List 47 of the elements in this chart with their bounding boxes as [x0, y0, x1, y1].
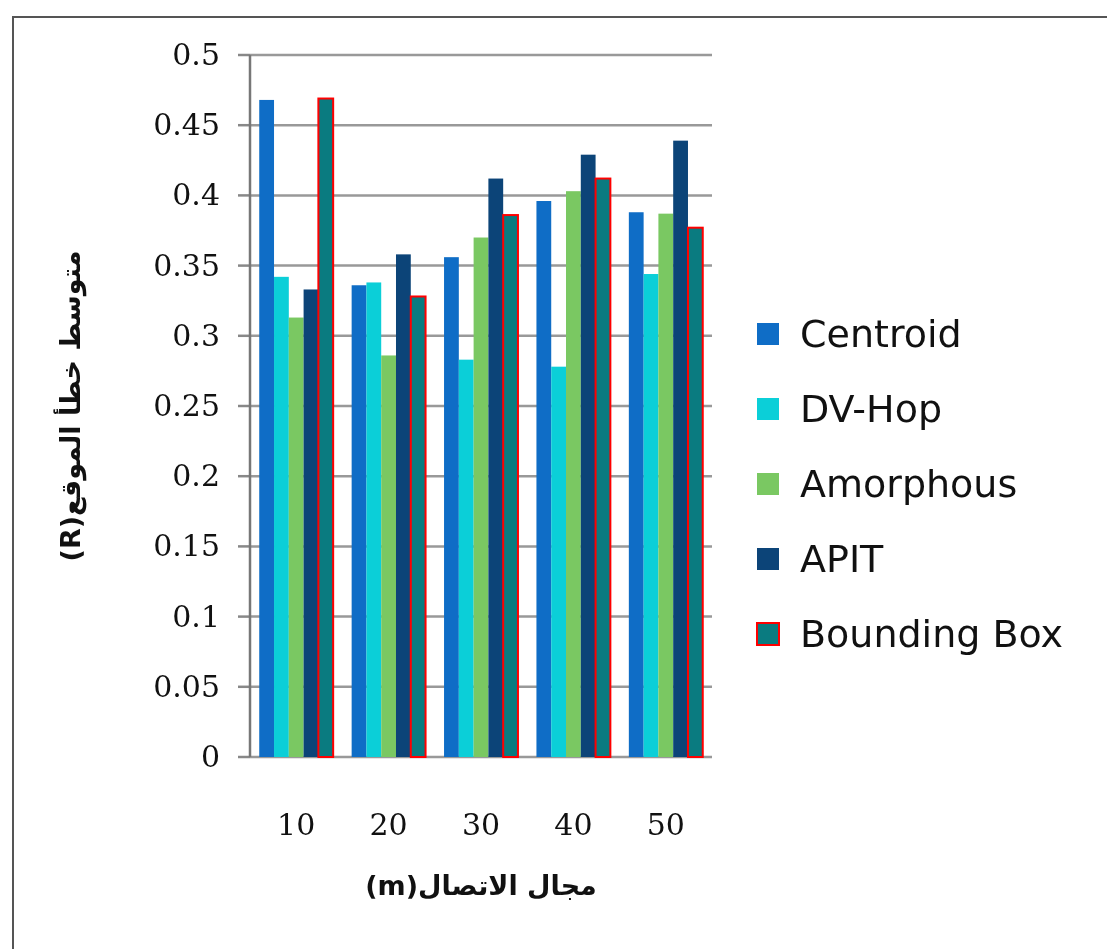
bar [673, 140, 688, 757]
bar [686, 226, 704, 758]
bar [317, 97, 335, 758]
y-axis-title: متوسط خطأ الموقع(R) [53, 250, 87, 562]
bar [366, 282, 382, 757]
bar [566, 191, 581, 757]
bar [502, 214, 519, 758]
bar [628, 212, 644, 757]
y-tick-label: 0.1 [172, 598, 220, 634]
legend-label: DV-Hop [800, 387, 943, 431]
y-tick-label: 0.3 [172, 317, 220, 353]
bar [580, 154, 596, 757]
bar [409, 295, 427, 758]
bar [274, 276, 289, 757]
legend-label: Bounding Box [800, 612, 1064, 656]
bar [473, 237, 489, 757]
x-tick-label: 10 [277, 807, 316, 842]
y-tick-label: 0.35 [153, 247, 220, 283]
bar [444, 257, 459, 757]
y-tick-label: 0.2 [172, 458, 220, 494]
x-tick-label: 20 [369, 807, 408, 842]
bar [551, 366, 567, 757]
x-tick-label: 50 [646, 807, 685, 842]
y-tick-label: 0 [200, 739, 220, 774]
bar [259, 99, 275, 757]
y-tick-label: 0.05 [153, 668, 220, 704]
bar [643, 274, 659, 757]
bar [594, 177, 612, 758]
bar [288, 317, 304, 757]
x-tick-label: 40 [554, 807, 593, 842]
legend-label: Centroid [800, 312, 962, 356]
bar [395, 254, 411, 757]
y-tick-label: 0.5 [172, 37, 220, 72]
bar [381, 355, 396, 757]
bar [488, 178, 504, 757]
legend-label: Amorphous [800, 462, 1018, 506]
legend-label: APIT [800, 537, 885, 581]
bar [658, 213, 674, 757]
bar [458, 359, 474, 757]
y-tick-label: 0.25 [153, 388, 220, 423]
y-tick-label: 0.15 [153, 528, 220, 564]
x-tick-label: 30 [461, 807, 501, 842]
y-tick-label: 0.45 [153, 107, 220, 143]
bar [536, 201, 552, 757]
x-axis-title: مجال الاتصال(m) [365, 870, 597, 901]
bar [351, 285, 367, 757]
y-tick-label: 0.4 [172, 177, 220, 213]
